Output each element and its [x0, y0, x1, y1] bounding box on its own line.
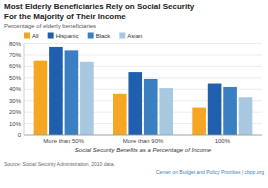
- y-tick-label: 0: [18, 132, 22, 138]
- bar: [128, 72, 142, 135]
- legend-item: Black: [88, 33, 112, 39]
- y-tick-label: 10%: [9, 121, 22, 127]
- grid-line: [24, 135, 262, 136]
- y-tick-label: 70%: [9, 52, 22, 58]
- bar: [192, 108, 206, 135]
- legend-swatch: [88, 33, 94, 39]
- bar: [65, 50, 79, 135]
- y-tick-label: 50%: [9, 75, 22, 81]
- y-axis-line: [24, 44, 25, 136]
- legend-label: All: [32, 33, 39, 39]
- y-tick-label: 80%: [9, 41, 22, 47]
- bar: [144, 79, 158, 135]
- bar: [113, 94, 127, 135]
- legend-label: Asian: [127, 33, 142, 39]
- annotation: Center on Budget and Policy Priorities |…: [156, 169, 264, 175]
- title: Most Elderly Beneficiaries Rely on Socia…: [4, 2, 195, 21]
- x-tick-label: More than 50%: [43, 138, 84, 144]
- legend-item: Hispanic: [48, 33, 79, 39]
- bar: [208, 84, 222, 135]
- y-tick-label: 30%: [9, 98, 22, 104]
- bars: [34, 47, 253, 135]
- legend-label: Black: [96, 33, 112, 39]
- bar: [80, 62, 94, 135]
- legend-swatch: [24, 33, 30, 39]
- annotation: Source: Social Security Administration, …: [4, 161, 115, 167]
- bar: [239, 97, 253, 135]
- bar: [223, 87, 237, 135]
- y-tick-label: 60%: [9, 63, 22, 69]
- bar: [49, 47, 63, 135]
- x-tick-label: More than 90%: [123, 138, 164, 144]
- x-tick-label: 100%: [215, 138, 231, 144]
- bar: [159, 88, 173, 135]
- x-axis-line: [24, 135, 262, 136]
- legend-label: Hispanic: [56, 33, 79, 39]
- legend-swatch: [48, 33, 54, 39]
- y-tick-label: 20%: [9, 109, 22, 115]
- subtitle: Percentage of elderly beneficiaries: [4, 23, 96, 29]
- x-axis-label: Social Security Benefits as a Percentage…: [75, 147, 212, 153]
- legend-swatch: [119, 33, 125, 39]
- legend-item: All: [24, 33, 39, 39]
- y-tick-label: 40%: [9, 86, 22, 92]
- chart: Most Elderly Beneficiaries Rely on Socia…: [0, 0, 268, 188]
- bar: [34, 61, 48, 135]
- background: [0, 0, 268, 188]
- legend-item: Asian: [119, 33, 142, 39]
- grid-line: [24, 43, 262, 44]
